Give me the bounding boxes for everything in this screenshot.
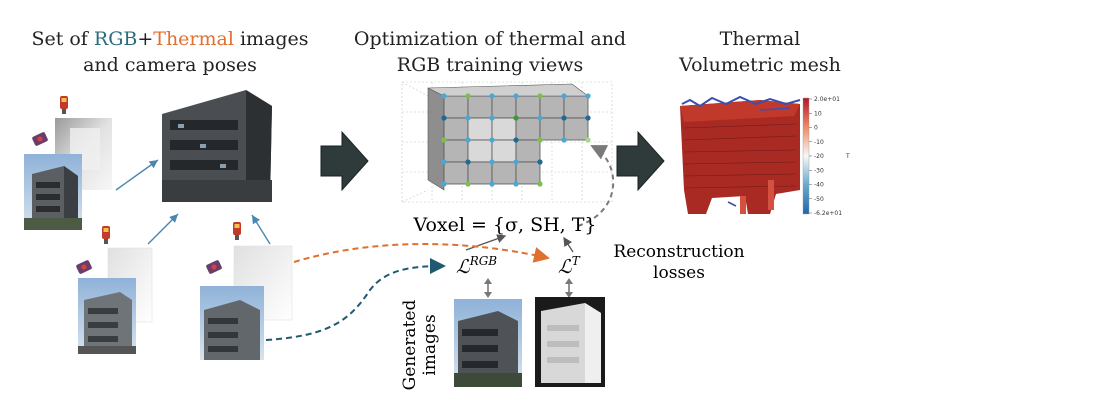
colorbar: 2.0e+01 10 0 -10 -20 -30 -40 -50 -6.2e+01 T [802,96,850,217]
rgb-image [78,278,136,354]
compare-arrows [484,278,573,298]
colorbar-axis-label: T [845,153,850,160]
rgb-camera-icon [205,259,223,275]
optimization-caption: Optimization of thermal and RGB training… [340,26,640,78]
process-arrow [320,130,369,192]
generated-images-label: Generated images [400,300,440,391]
rgb-image [200,286,264,360]
optimization-caption-line2: RGB training views [396,54,584,76]
colorbar-tick-label: 10 [814,110,822,117]
colorbar-tick-label: 2.0e+01 [814,96,840,103]
output-caption: Thermal Volumetric mesh [650,26,870,78]
svg-text:Generated: Generated [400,300,420,391]
output-caption-line1: Thermal [719,28,801,50]
colorbar-tick-label: -30 [814,167,824,174]
colorbar-tick-label: 0 [814,125,818,132]
generated-thermal-image [535,297,605,387]
optimization-caption-line1: Optimization of thermal and [353,28,627,50]
loss-to-voxel-arrow [563,236,574,253]
thermal-mesh [680,95,801,214]
rgb-image [24,154,82,230]
process-arrow [616,130,665,192]
feedback-arrow [577,145,615,227]
camera-pose-arrow [147,213,179,245]
thermal-loss-arrow [293,243,550,263]
camera-pose-arrow [115,159,159,191]
reconstruction-losses-label: Reconstruction losses [613,242,744,283]
rgb-camera-icon [31,131,49,147]
building-image [162,90,272,202]
input-caption-line1: Set of RGB+Thermal images [31,28,309,50]
output-caption-line2: Volumetric mesh [679,54,841,76]
thermal-loss-symbol: ℒT [558,254,581,278]
voxel-grid [401,81,613,203]
colorbar-gradient [802,97,810,215]
rgb-loss-symbol: ℒRGB [456,254,497,278]
rgb-camera-icon [75,259,93,275]
input-caption: Set of RGB+Thermal images and camera pos… [10,26,330,78]
colorbar-tick-label: -20 [814,153,824,160]
rgb-loss-arrow [265,258,446,341]
colorbar-tick-label: -40 [814,182,824,189]
colorbar-tick-label: -50 [814,196,824,203]
colorbar-tick-label: -6.2e+01 [814,210,842,217]
loss-to-voxel-arrow [465,234,507,251]
colorbar-tick-label: -10 [814,139,824,146]
input-images-panel [24,90,293,360]
voxel-equation: Voxel = {σ, SH, T} [412,214,596,236]
input-caption-line2: and camera poses [83,54,257,76]
camera-pose-arrow [251,214,271,245]
thermal-camera-icon [102,226,110,244]
svg-text:images: images [420,314,440,375]
voxel-vertices [441,93,591,187]
generated-rgb-image [454,299,522,387]
thermal-camera-icon [60,96,68,114]
thermal-camera-icon [233,222,241,240]
